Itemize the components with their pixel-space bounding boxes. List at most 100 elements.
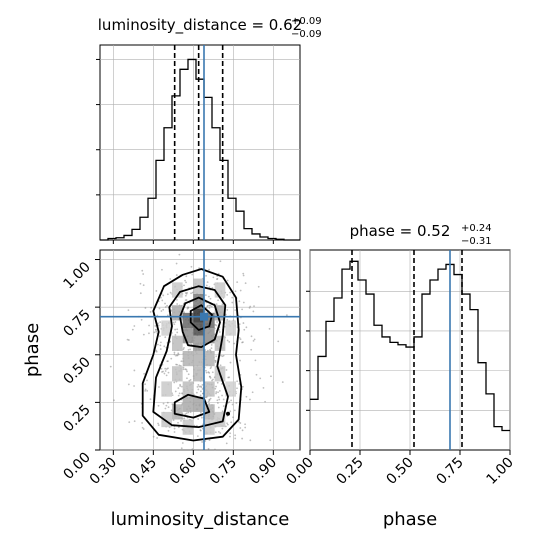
- density-2d-sample-point: [184, 279, 186, 282]
- density-2d-sample-point: [229, 361, 232, 364]
- density-2d-shade-cell: [204, 419, 215, 435]
- density-2d-shade-cell: [193, 320, 204, 336]
- density-2d-sample-point: [143, 372, 146, 375]
- density-2d-sample-point: [177, 394, 180, 397]
- density-2d-sample-point: [177, 426, 180, 429]
- density-2d-shade-cell: [161, 320, 172, 336]
- density-2d-sample-point: [232, 416, 234, 419]
- density-2d-sample-point: [249, 398, 251, 401]
- density-2d-sample-point: [146, 379, 148, 382]
- density-2d-sample-point: [142, 273, 145, 275]
- density-2d-sample-point: [231, 403, 234, 406]
- density-2d-sample-point: [167, 429, 170, 432]
- density-2d-sample-point: [127, 383, 130, 386]
- density-2d-sample-point: [222, 354, 225, 357]
- density-2d-sample-point: [187, 411, 190, 414]
- density-2d-sample-point: [226, 422, 228, 425]
- density-2d-sample-point: [195, 391, 198, 394]
- density-2d-sample-point: [226, 318, 229, 321]
- density-2d-sample-point: [186, 370, 188, 373]
- density-2d-sample-point: [218, 398, 221, 401]
- density-2d-sample-point: [225, 369, 228, 371]
- density-2d-sample-point: [156, 437, 159, 439]
- density-2d-sample-point: [198, 385, 201, 388]
- density-2d-sample-point: [222, 405, 225, 407]
- density-2d-sample-point: [187, 373, 190, 376]
- density-2d-shade-cell: [172, 335, 183, 351]
- density-2d-sample-point: [166, 293, 169, 296]
- density-2d-sample-point: [208, 268, 210, 271]
- density-2d-sample-point: [221, 383, 223, 385]
- density-2d-sample-point: [229, 432, 232, 435]
- density-2d-sample-point: [220, 354, 222, 357]
- density-2d-shade-cell: [204, 328, 215, 344]
- density-2d-sample-point: [158, 307, 161, 310]
- density-2d-shade-cell: [204, 350, 215, 367]
- density-2d-sample-point: [200, 390, 202, 393]
- density-2d-sample-point: [236, 380, 239, 383]
- density-2d-sample-point: [127, 309, 130, 312]
- phase-title-sup: +0.24: [461, 223, 492, 234]
- density-2d-sample-point: [205, 274, 207, 277]
- density-2d-sample-point: [252, 310, 255, 313]
- density-2d-shade-cell: [204, 381, 215, 397]
- density-2d-sample-point: [174, 390, 177, 393]
- density-2d-sample-point: [219, 364, 222, 367]
- density-2d-sample-point: [166, 401, 169, 404]
- luminosity-distance-histogram-panel: luminosity_distance = 0.62 +0.09 −0.09: [96, 16, 322, 244]
- density-2d-sample-point: [215, 391, 218, 393]
- density-2d-sample-point: [176, 331, 179, 334]
- density-2d-sample-point: [164, 367, 167, 370]
- density-2d-contour: [179, 296, 221, 349]
- density-2d-sample-point: [182, 348, 185, 351]
- density-2d-sample-point: [209, 397, 212, 400]
- density-2d-sample-point: [196, 386, 199, 388]
- density-2d-x-tick-label: 0.45: [127, 455, 160, 488]
- density-2d-sample-point: [216, 321, 218, 323]
- density-2d-sample-point: [161, 299, 164, 302]
- density-2d-sample-point: [241, 429, 244, 432]
- density-2d-sample-point: [204, 440, 207, 442]
- phase-histogram-panel: 0.00 0.25 0.50 0.75 1.00 phase = 0.52 +0.24 …: [283, 222, 516, 530]
- phase-hist-x-ticks: 0.00 0.25 0.50 0.75 1.00: [283, 450, 517, 488]
- density-2d-y-tick-label: 0.25: [60, 402, 93, 435]
- density-2d-sample-point: [208, 286, 211, 289]
- density-2d-sample-point: [211, 286, 214, 289]
- density-2d-sample-point: [155, 330, 158, 333]
- density-2d-sample-point: [150, 306, 153, 309]
- density-2d-sample-point: [170, 357, 173, 360]
- density-2d-sample-point: [259, 377, 262, 380]
- density-2d-sample-point: [180, 360, 183, 363]
- density-2d-sample-point: [264, 400, 266, 403]
- density-2d-sample-point: [207, 447, 210, 450]
- density-2d-contour: [189, 304, 213, 331]
- density-2d-sample-point: [148, 332, 150, 335]
- density-2d-sample-point: [184, 299, 187, 301]
- density-2d-sample-point: [234, 290, 237, 293]
- density-2d-sample-point: [209, 297, 212, 300]
- density-2d-sample-point: [199, 429, 202, 432]
- density-2d-sample-point: [211, 371, 214, 374]
- density-2d-x-ticks: 0.30 0.45 0.60 0.75 0.90: [87, 450, 280, 488]
- density-2d-sample-point: [230, 421, 233, 424]
- density-2d-sample-point: [156, 343, 159, 346]
- density-2d-sample-point: [199, 411, 202, 414]
- density-2d-sample-point: [197, 418, 200, 420]
- density-2d-sample-point: [142, 428, 145, 430]
- density-2d-sample-point: [166, 314, 169, 317]
- density-2d-sample-point: [229, 291, 232, 294]
- density-2d-sample-point: [139, 282, 142, 285]
- phase-hist-x-tick-label: 0.25: [333, 455, 366, 488]
- density-2d-sample-point: [204, 294, 207, 296]
- density-2d-shade-cell: [193, 396, 204, 412]
- density-2d-x-tick-label: 0.90: [247, 455, 280, 488]
- density-2d-sample-point: [226, 309, 229, 311]
- density-2d-sample-point: [179, 385, 182, 387]
- density-2d-sample-point: [241, 308, 244, 311]
- density-2d-sample-point: [244, 282, 247, 285]
- density-2d-sample-point: [190, 292, 192, 295]
- density-2d-sample-point: [185, 275, 188, 278]
- density-2d-sample-point: [250, 348, 253, 351]
- density-2d-sample-point: [233, 409, 236, 412]
- density-2d-sample-point: [159, 321, 162, 324]
